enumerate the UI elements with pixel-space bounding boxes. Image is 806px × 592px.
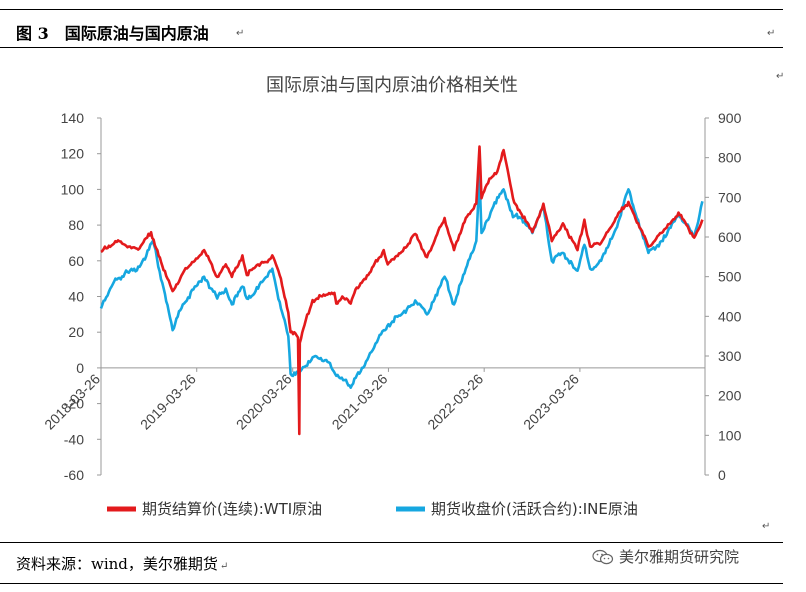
right-y-tick-label: 300 [718,348,742,364]
right-y-tick-label: 600 [718,229,742,245]
legend-label-ine: 期货收盘价(活跃合约):INE原油 [431,500,638,518]
paragraph-mark: ↵ [762,521,771,532]
left-y-tick-label: -20 [64,396,84,412]
paragraph-mark: ↵ [219,561,229,572]
figure-title: 国际原油与国内原油 [64,24,209,43]
figure-number: 图 3 [16,24,49,43]
x-tick-label: 2021-03-26 [329,371,391,433]
caption-top-rule [0,9,783,10]
right-y-tick-label: 200 [718,388,742,404]
source-top-rule [0,542,783,543]
series-line-wti [100,145,704,436]
figure-caption: 图 3 国际原油与国内原油 [16,20,209,44]
watermark-text: 美尔雅期货研究院 [619,548,740,566]
left-y-tick-label: 120 [61,146,85,162]
right-y-tick-label: 500 [718,269,742,285]
paragraph-mark: ↵ [776,71,785,82]
x-tick-label: 2023-03-26 [520,371,582,433]
paragraph-mark: ↵ [236,28,245,39]
left-y-tick-label: 60 [68,253,84,269]
left-y-tick-label: 0 [76,360,84,376]
caption-bottom-rule [0,47,783,48]
watermark: 美尔雅期货研究院 [592,546,739,567]
right-y-tick-label: 400 [718,308,742,324]
paragraph-mark: ↵ [767,28,776,39]
x-tick-label: 2020-03-26 [233,371,295,433]
x-tick-label: 2018-03-26 [41,371,103,433]
chart-title: 国际原油与国内原油价格相关性 [266,75,518,96]
right-y-tick-label: 700 [718,189,742,205]
chart-plot-area [99,145,704,436]
left-y-tick-label: 100 [61,181,85,197]
source-text: 资料来源：wind，美尔雅期货 [16,555,218,573]
left-y-tick-label: 80 [68,217,84,233]
chart-legend: 期货结算价(连续):WTI原油 期货收盘价(活跃合约):INE原油 [107,500,638,518]
left-y-tick-label: 20 [68,324,84,340]
wechat-icon [592,549,614,564]
left-y-tick-label: -60 [64,467,84,483]
left-y-tick-label: 140 [61,110,85,126]
chart-axes: 140120100806040200-20-40-609008007006005… [41,110,741,483]
legend-label-wti: 期货结算价(连续):WTI原油 [142,500,322,518]
bottom-rule [0,583,783,584]
right-y-tick-label: 900 [718,110,742,126]
source-note: 资料来源：wind，美尔雅期货 ↵ [16,553,228,574]
series-line-ine [99,172,704,389]
right-y-tick-label: 0 [718,467,726,483]
left-y-tick-label: -40 [64,431,84,447]
x-tick-label: 2022-03-26 [424,371,486,433]
left-y-tick-label: 40 [68,289,84,305]
right-y-tick-label: 800 [718,150,742,166]
x-tick-label: 2019-03-26 [137,371,199,433]
right-y-tick-label: 100 [718,427,742,443]
